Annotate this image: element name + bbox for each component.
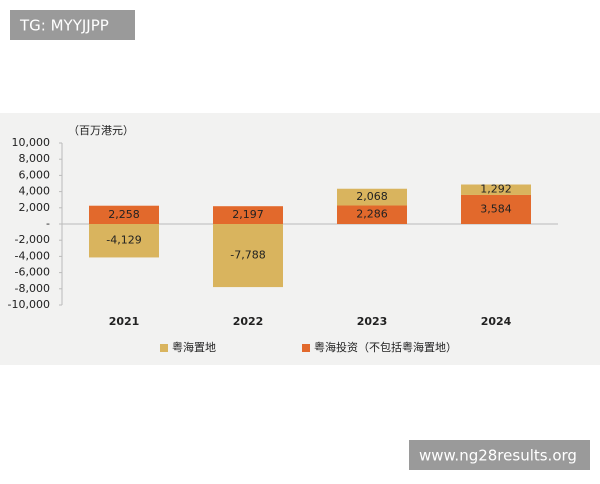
unit-label: （百万港元） bbox=[68, 124, 134, 137]
y-tick-label: -8,000 bbox=[15, 282, 50, 295]
legend-label: 粤海置地 bbox=[172, 340, 216, 354]
legend-swatch bbox=[160, 344, 168, 352]
legend-swatch bbox=[302, 344, 310, 352]
bar-segment bbox=[89, 224, 159, 258]
y-tick-label: -2,000 bbox=[15, 233, 50, 246]
data-label: -4,129 bbox=[106, 234, 141, 247]
x-tick-label: 2024 bbox=[481, 315, 512, 328]
watermark-box bbox=[409, 440, 590, 470]
bar-segment bbox=[213, 224, 283, 288]
data-label: 2,286 bbox=[356, 208, 388, 221]
y-tick-label: -6,000 bbox=[15, 266, 50, 279]
y-tick-label: - bbox=[46, 217, 50, 230]
y-tick-label: 2,000 bbox=[19, 201, 51, 214]
watermark-box bbox=[10, 10, 135, 40]
bar-segment bbox=[461, 184, 531, 195]
x-tick-label: 2023 bbox=[357, 315, 388, 328]
watermark: TG: MYYJJPP bbox=[19, 17, 109, 35]
y-tick-label: -10,000 bbox=[8, 298, 50, 311]
y-tick-label: 6,000 bbox=[19, 168, 51, 181]
y-tick-label: 10,000 bbox=[12, 136, 51, 149]
bar-segment bbox=[89, 205, 159, 224]
y-tick-label: 8,000 bbox=[19, 152, 51, 165]
bar-segment bbox=[337, 188, 407, 206]
legend-label: 粤海投资（不包括粤海置地） bbox=[314, 340, 457, 354]
watermark: www.ng28results.org bbox=[419, 447, 577, 465]
y-tick-label: 4,000 bbox=[19, 185, 51, 198]
data-label: 2,197 bbox=[232, 208, 264, 221]
data-label: 2,258 bbox=[108, 208, 140, 221]
data-label: 1,292 bbox=[480, 183, 512, 196]
x-tick-label: 2021 bbox=[109, 315, 140, 328]
y-tick-label: -4,000 bbox=[15, 249, 50, 262]
bar-segment bbox=[461, 194, 531, 224]
x-tick-label: 2022 bbox=[233, 315, 264, 328]
bar-segment bbox=[213, 206, 283, 224]
data-label: -7,788 bbox=[230, 249, 265, 262]
data-label: 3,584 bbox=[480, 202, 512, 215]
data-label: 2,068 bbox=[356, 190, 388, 203]
bar-segment bbox=[337, 205, 407, 224]
